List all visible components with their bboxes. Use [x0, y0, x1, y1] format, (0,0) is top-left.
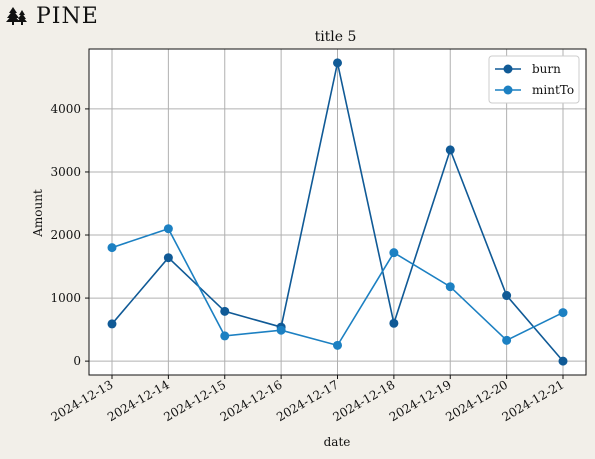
data-point — [389, 319, 398, 328]
y-axis-title: Amount — [31, 189, 45, 238]
x-tick-label: 2024-12-20 — [443, 377, 510, 424]
y-tick-label: 4000 — [50, 102, 81, 116]
data-point — [277, 326, 286, 335]
x-tick-label: 2024-12-15 — [161, 377, 228, 424]
y-tick-label: 0 — [73, 354, 81, 368]
legend-marker-burn — [504, 65, 513, 74]
data-point — [108, 319, 117, 328]
data-point — [333, 341, 342, 350]
y-axis: 0 1000 2000 3000 4000 — [50, 102, 89, 368]
x-tick-label: 2024-12-14 — [105, 377, 172, 424]
legend-marker-mintto — [504, 86, 513, 95]
pine-tree-icon — [6, 7, 27, 25]
x-tick-label: 2024-12-17 — [274, 377, 341, 424]
data-point — [446, 145, 455, 154]
data-point — [164, 253, 173, 262]
data-point — [502, 336, 511, 345]
data-point — [559, 357, 568, 366]
y-tick-label: 3000 — [50, 165, 81, 179]
data-point — [220, 307, 229, 316]
data-point — [333, 58, 342, 67]
data-point — [164, 224, 173, 233]
x-tick-label: 2024-12-19 — [387, 377, 454, 424]
legend-label-mintto: mintTo — [532, 83, 574, 97]
brand-logo: PINE — [6, 4, 99, 29]
legend-label-burn: burn — [532, 62, 561, 76]
x-axis: 2024-12-132024-12-142024-12-152024-12-16… — [49, 375, 567, 424]
brand-name: PINE — [36, 4, 99, 29]
data-point — [502, 291, 511, 300]
data-point — [220, 331, 229, 340]
x-tick-label: 2024-12-13 — [49, 377, 116, 424]
x-tick-label: 2024-12-21 — [500, 377, 567, 424]
chart-title: title 5 — [315, 29, 357, 45]
y-tick-label: 2000 — [50, 228, 81, 242]
x-axis-title: date — [324, 435, 351, 449]
x-tick-label: 2024-12-18 — [330, 377, 397, 424]
y-tick-label: 1000 — [50, 291, 81, 305]
x-tick-label: 2024-12-16 — [218, 377, 285, 424]
legend: burn mintTo — [489, 56, 579, 103]
data-point — [446, 282, 455, 291]
data-point — [389, 248, 398, 257]
data-point — [559, 308, 568, 317]
data-point — [108, 243, 117, 252]
